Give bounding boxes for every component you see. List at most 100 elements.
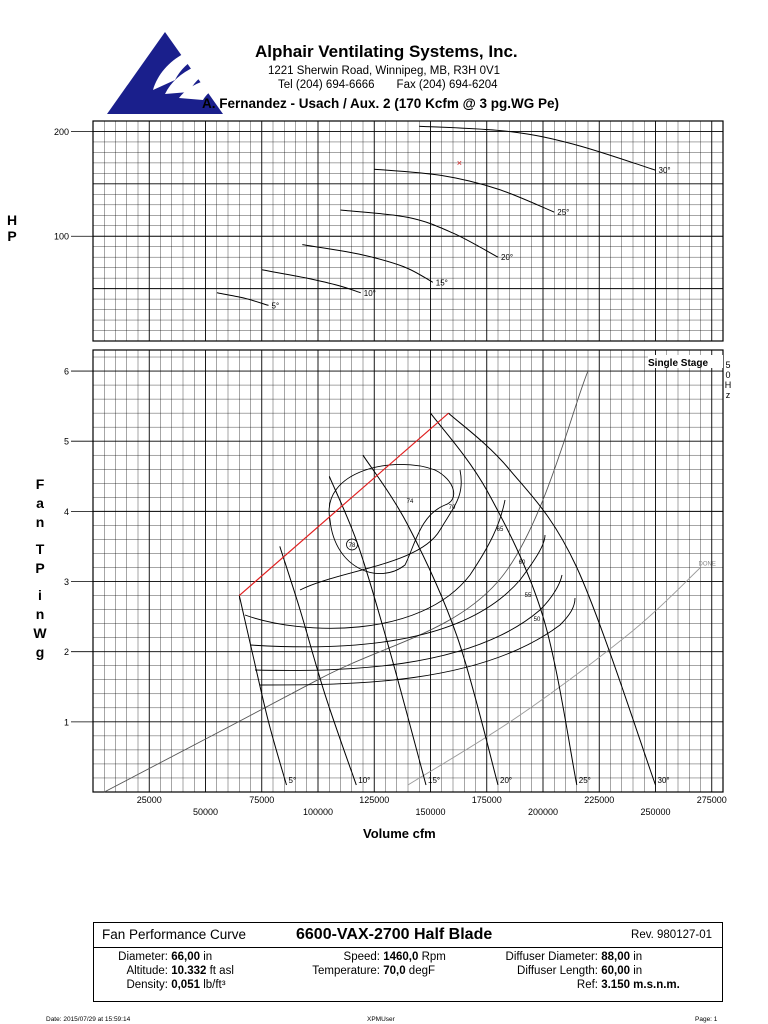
system-curve [104,370,589,793]
frequency-label: 0 [725,370,730,380]
hp-curve-label: 15° [436,278,448,287]
y-tick-label: 5 [64,437,69,447]
efficiency-contour [244,499,506,629]
company-address: 1221 Sherwin Road, Winnipeg, MB, R3H 0V1 [268,65,501,77]
operating-point-marker: × [457,158,462,168]
blade-angle-label: 10° [358,776,370,785]
hp-curve [374,168,555,213]
hp-axis-letter: H [6,212,18,228]
company-phones: Tel (204) 694-6666 Fax (204) 694-6204 [278,79,498,91]
company-logo [107,32,247,114]
y-tick-label: 100 [54,232,69,242]
spec-temperature: Temperature: 70,0 degF [312,965,436,977]
blade-angle-curve [238,595,287,786]
frequency-label: 5 [725,360,730,370]
blade-angle-curve [430,412,578,786]
company-name: Alphair Ventilating Systems, Inc. [255,42,518,61]
blade-angle-label: 15° [428,776,440,785]
pressure-axis-label: F a n T P i n W g [30,475,50,662]
spec-header: Fan Performance Curve 6600-VAX-2700 Half… [94,923,722,948]
efficiency-contour [328,464,455,574]
footer-date: Date: 2015/07/29 at 15:59:14 [46,1016,131,1023]
hp-curve [340,209,499,258]
footer-user: XPMUser [367,1016,395,1023]
hp-curve-label: 20° [501,253,513,262]
pressure-axis-letter: n [35,606,45,622]
efficiency-label: 65 [497,527,504,533]
x-tick-label: 250000 [640,807,670,817]
spec-diameter: Diameter: 66,00 in [118,951,213,963]
fax-number: Fax (204) 694-6204 [396,79,498,91]
hp-curve-label: 30° [659,166,671,175]
footer-page: Page: 1 [695,1016,718,1023]
blade-angle-label: 5° [289,776,297,785]
surge-line [238,412,449,597]
y-tick-label: 200 [54,127,69,137]
y-tick-label: 3 [64,577,69,587]
pressure-axis-letter: F [35,476,45,492]
spec-ref: Ref: 3.150 m.s.n.m. [576,979,680,991]
pressure-axis-letter: i [38,587,42,603]
x-tick-label: 25000 [137,795,162,805]
efficiency-contour [249,534,546,648]
spec-table: Fan Performance Curve 6600-VAX-2700 Half… [93,922,723,1002]
efficiency-label: 50 [534,617,541,623]
revision: Rev. 980127-01 [631,929,712,941]
pressure-axis-letter: n [35,514,45,530]
blade-angle-curve [328,476,427,786]
efficiency-label: 60 [519,560,526,566]
blade-angle-curve [362,454,499,786]
y-tick-label: 1 [64,717,69,727]
hp-curve-label: 10° [364,289,376,298]
x-tick-label: 150000 [415,807,445,817]
hp-curve [302,244,434,283]
performance-charts: 100 200 5° 10° 15° 20° 25° 30° × 1 2 3 4 5 6 25000 7500… [54,120,732,817]
hp-curve-label: 5° [272,301,280,310]
hp-curve [261,269,361,294]
pressure-axis-letter: W [33,625,47,641]
x-tick-label: 75000 [249,795,274,805]
frequency-label: H [725,380,732,390]
pressure-axis-letter: g [35,644,45,660]
x-tick-label: 200000 [528,807,558,817]
efficiency-label: 74 [407,499,414,505]
system-curve-label: DONE [699,561,716,567]
x-tick-label: 100000 [303,807,333,817]
efficiency-label: 78 [349,543,356,549]
blade-angle-label: 30° [658,776,670,785]
x-tick-label: 225000 [584,795,614,805]
x-tick-label: 125000 [359,795,389,805]
annotation-bg [648,355,723,368]
y-tick-label: 2 [64,647,69,657]
hp-curve-label: 25° [557,208,569,217]
blade-angle-curve [279,546,357,786]
y-tick-label: 4 [64,507,69,517]
pressure-axis-letter: T [35,541,45,557]
spec-diffuser-diameter: Diffuser Diameter: 88,00 in [505,951,643,963]
efficiency-contour [299,469,462,591]
y-tick-label: 6 [64,367,69,377]
chart-title: A. Fernandez - Usach / Aux. 2 (170 Kcfm … [202,96,559,111]
efficiency-label: 70 [449,505,456,511]
phone-number: Tel (204) 694-6666 [278,79,375,91]
x-tick-label: 50000 [193,807,218,817]
frequency-label: z [726,390,731,400]
blade-angle-label: 25° [579,776,591,785]
pressure-axis-letter: P [35,560,45,576]
blade-angle-curve [448,412,656,786]
plot-frame [92,349,724,793]
fan-model: 6600-VAX-2700 Half Blade [296,926,493,943]
spec-altitude: Altitude: 10.332 ft asl [126,965,234,977]
efficiency-label: 55 [525,593,532,599]
pressure-chart: 1 2 3 4 5 6 25000 75000 125000 175000 225000 275000… [64,349,732,817]
spec-diffuser-length: Diffuser Length: 60,00 in [517,965,643,977]
efficiency-contour [259,597,576,686]
hp-curve [216,292,269,306]
single-stage-label: Single Stage [648,358,708,369]
spec-speed: Speed: 1460,0 Rpm [343,951,446,963]
system-curve-secondary [407,567,701,786]
plot-frame [92,120,724,342]
spec-kind: Fan Performance Curve [102,927,247,942]
hp-curve [419,125,656,171]
